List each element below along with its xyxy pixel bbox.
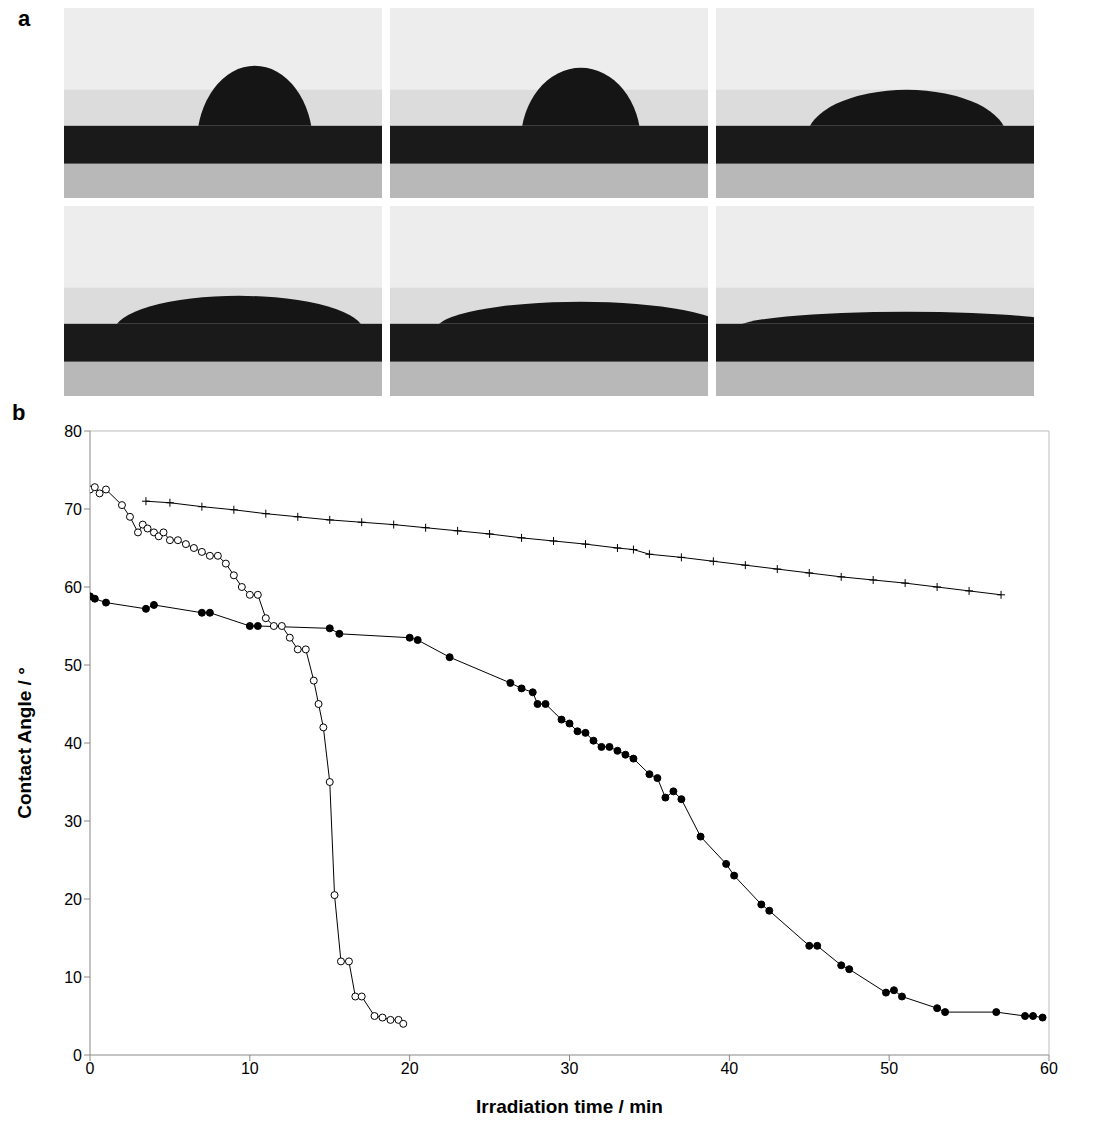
- svg-text:Irradiation time / min: Irradiation time / min: [476, 1096, 663, 1117]
- svg-text:60: 60: [64, 579, 82, 596]
- svg-text:10: 10: [241, 1060, 259, 1077]
- svg-text:20: 20: [64, 891, 82, 908]
- svg-text:a: a: [18, 6, 31, 31]
- html-text:b: b: [12, 400, 26, 425]
- svg-text:30: 30: [64, 813, 82, 830]
- svg-text:50: 50: [880, 1060, 898, 1077]
- svg-text:40: 40: [720, 1060, 738, 1077]
- svg-text:10: 10: [64, 969, 82, 986]
- svg-text:20: 20: [401, 1060, 419, 1077]
- svg-text:40: 40: [64, 735, 82, 752]
- svg-text:80: 80: [64, 423, 82, 440]
- svg-text:30: 30: [561, 1060, 579, 1077]
- svg-text:50: 50: [64, 657, 82, 674]
- svg-text:0: 0: [86, 1060, 95, 1077]
- svg-text:60: 60: [1040, 1060, 1058, 1077]
- svg-text:0: 0: [73, 1047, 82, 1064]
- svg-text:70: 70: [64, 501, 82, 518]
- svg-text:Contact Angle / °: Contact Angle / °: [14, 667, 35, 819]
